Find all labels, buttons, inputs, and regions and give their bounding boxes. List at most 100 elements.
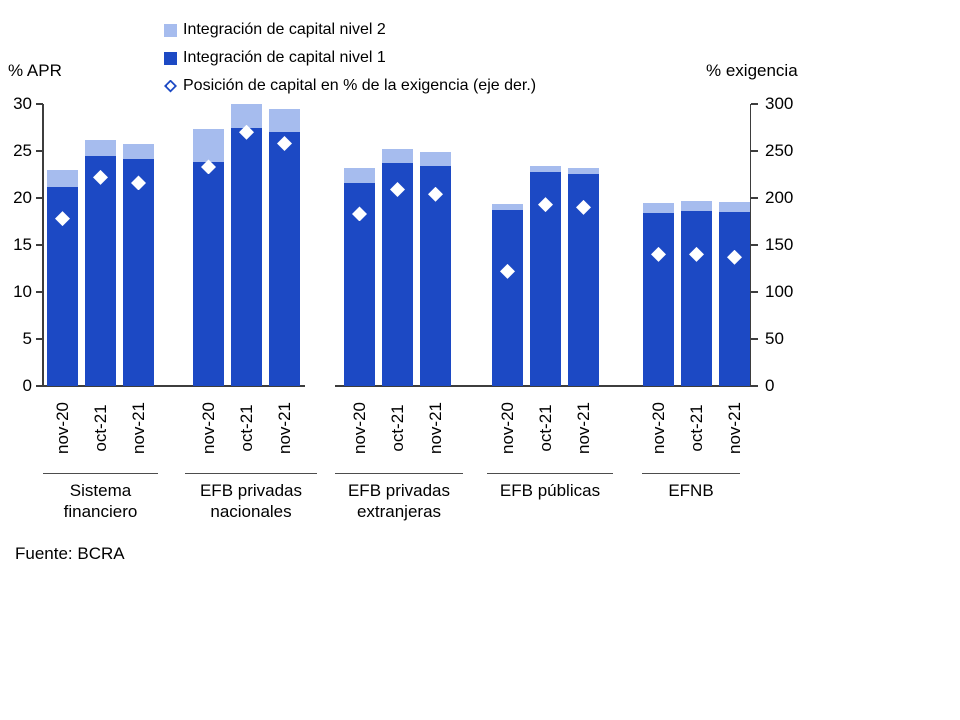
bar-nivel2 xyxy=(643,202,674,214)
posicion-diamond-marker xyxy=(390,182,405,198)
x-tick-month-label: nov-21 xyxy=(128,402,148,454)
group-separator-line xyxy=(335,472,463,474)
right-tick-mark xyxy=(751,197,758,199)
legend-square-nivel1-icon xyxy=(164,51,177,65)
left-tick-mark xyxy=(36,385,43,387)
right-tick-mark xyxy=(751,338,758,340)
x-tick-month-label: nov-20 xyxy=(198,402,218,454)
left-tick-mark xyxy=(36,150,43,152)
bar-nivel2 xyxy=(492,203,523,211)
legend-item-posicion: Posición de capital en % de la exigencia… xyxy=(164,72,536,100)
bar-nivel1 xyxy=(420,166,451,386)
bar-nivel1 xyxy=(719,212,750,386)
bar-nivel2 xyxy=(344,167,375,183)
right-tick-mark xyxy=(751,291,758,293)
left-tick-label: 5 xyxy=(22,329,32,348)
group-label: EFNB xyxy=(668,481,714,500)
posicion-diamond-marker xyxy=(727,249,742,265)
left-tick-mark xyxy=(36,291,43,293)
bar-nivel1 xyxy=(643,213,674,386)
left-tick-label: 25 xyxy=(13,141,32,160)
x-tick-month-label: nov-20 xyxy=(52,402,72,454)
source-note: Fuente: BCRA xyxy=(15,544,125,563)
left-tick-mark xyxy=(36,338,43,340)
bar-nivel2 xyxy=(382,149,413,164)
bar-nivel1 xyxy=(123,159,154,386)
posicion-diamond-marker xyxy=(352,206,367,222)
right-tick-mark xyxy=(751,150,758,152)
bar-nivel1 xyxy=(382,163,413,386)
posicion-diamond-marker xyxy=(131,175,146,191)
group-separator-line xyxy=(642,472,740,474)
left-tick-label: 20 xyxy=(13,188,32,207)
right-axis-line xyxy=(749,104,752,386)
legend-square-nivel2-icon xyxy=(164,23,177,37)
bar-nivel2 xyxy=(85,139,116,156)
posicion-diamond-marker xyxy=(93,169,108,185)
left-tick-mark xyxy=(36,244,43,246)
right-tick-label: 300 xyxy=(765,94,794,113)
left-tick-label: 0 xyxy=(22,376,32,395)
chart-legend: Integración de capital nivel 2 Integraci… xyxy=(164,16,536,100)
posicion-diamond-marker xyxy=(277,135,292,151)
legend-label-nivel1: Integración de capital nivel 1 xyxy=(183,49,386,66)
right-tick-label: 50 xyxy=(765,329,784,348)
right-tick-label: 200 xyxy=(765,188,794,207)
legend-diamond-icon xyxy=(164,79,177,93)
group-separator-line xyxy=(487,472,613,474)
bar-nivel2 xyxy=(123,144,154,160)
x-tick-month-label: nov-21 xyxy=(425,402,445,454)
posicion-diamond-marker xyxy=(500,263,515,279)
x-tick-month-label: nov-20 xyxy=(497,402,517,454)
bar-nivel2 xyxy=(568,167,599,174)
group-separator-line xyxy=(185,472,317,474)
right-tick-mark xyxy=(751,244,758,246)
left-tick-mark xyxy=(36,197,43,199)
right-tick-mark xyxy=(751,385,758,387)
bar-nivel2 xyxy=(420,151,451,167)
bar-nivel1 xyxy=(492,210,523,386)
left-axis-title: % APR xyxy=(8,61,62,80)
posicion-diamond-marker xyxy=(239,124,254,140)
posicion-diamond-marker xyxy=(428,186,443,202)
bar-nivel2 xyxy=(719,201,750,213)
bar-nivel1 xyxy=(85,155,116,386)
left-tick-label: 15 xyxy=(13,235,32,254)
right-tick-label: 150 xyxy=(765,235,794,254)
bar-nivel1 xyxy=(231,127,262,386)
x-axis-line-0 xyxy=(43,385,305,387)
x-tick-month-label: nov-21 xyxy=(274,402,294,454)
right-axis-title: % exigencia xyxy=(706,61,798,80)
legend-item-nivel2: Integración de capital nivel 2 xyxy=(164,16,536,44)
x-tick-month-label: oct-21 xyxy=(686,404,706,452)
legend-label-nivel2: Integración de capital nivel 2 xyxy=(183,21,386,38)
right-tick-label: 250 xyxy=(765,141,794,160)
posicion-diamond-marker xyxy=(538,197,553,213)
bar-nivel2 xyxy=(269,108,300,133)
legend-label-posicion: Posición de capital en % de la exigencia… xyxy=(183,77,537,94)
x-axis-line-1 xyxy=(335,385,757,387)
group-separator-line xyxy=(43,472,158,474)
posicion-diamond-marker xyxy=(201,159,216,175)
right-tick-mark xyxy=(751,103,758,105)
left-tick-mark xyxy=(36,103,43,105)
right-tick-label: 100 xyxy=(765,282,794,301)
legend-diamond-inner xyxy=(166,82,175,90)
x-tick-month-label: oct-21 xyxy=(535,404,555,452)
group-label: EFB privadas extranjeras xyxy=(347,481,451,521)
bar-nivel1 xyxy=(193,162,224,386)
bar-nivel2 xyxy=(193,129,224,163)
posicion-diamond-marker xyxy=(576,199,591,215)
x-tick-month-label: oct-21 xyxy=(90,404,110,452)
bar-nivel2 xyxy=(47,169,78,187)
right-tick-label: 0 xyxy=(765,376,775,395)
x-tick-month-label: nov-20 xyxy=(648,402,668,454)
x-tick-month-label: nov-21 xyxy=(724,402,744,454)
bar-nivel1 xyxy=(269,132,300,386)
group-label: EFB privadas nacionales xyxy=(199,481,303,521)
x-tick-month-label: oct-21 xyxy=(236,404,256,452)
group-label: EFB públicas xyxy=(499,481,601,500)
legend-item-nivel1: Integración de capital nivel 1 xyxy=(164,44,536,72)
